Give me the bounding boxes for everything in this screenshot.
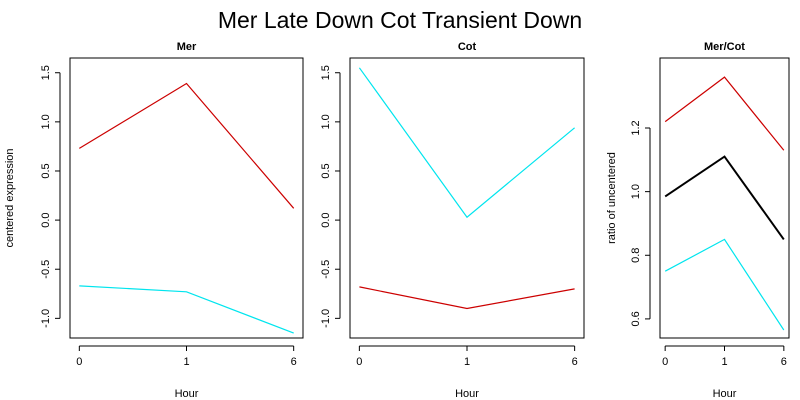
x-tick-label: 1 [721, 356, 727, 368]
y-tick-label: 1.5 [40, 65, 52, 80]
series-line-2 [79, 285, 294, 334]
x-axis-label: Hour [175, 388, 199, 400]
series-line-2 [664, 155, 785, 240]
panel-1: Mer 1.5 1.0 0.5 0.0 -0.5 -1.0 0 1 6 Hour centered e… [4, 41, 304, 400]
x-tick-label: 6 [781, 356, 787, 368]
x-tick-label: 6 [291, 356, 297, 368]
x-tick-label: 0 [356, 356, 362, 368]
x-axis-label: Hour [713, 388, 737, 400]
plot-frame [349, 57, 585, 339]
y-tick-label: 1.0 [40, 114, 52, 129]
y-tick-label: -1.0 [320, 309, 332, 328]
series-line-1 [78, 82, 295, 209]
y-tick-label: 1.2 [630, 120, 642, 135]
y-tick-label: -0.5 [40, 260, 52, 279]
y-tick-label: -1.0 [40, 309, 52, 328]
series-line-1 [358, 67, 575, 219]
y-tick-label: 1.0 [320, 114, 332, 129]
panel-2: Cot 1.5 1.0 0.5 0.0 -0.5 -1.0 0 1 6 Hour [320, 41, 585, 400]
panel-title: Mer/Cot [704, 41, 745, 53]
y-tick-label: 1.0 [630, 184, 642, 199]
x-tick-label: 6 [572, 356, 578, 368]
panel-3: Mer/Cot 1.2 1.0 0.8 0.6 0 1 6 Hour ratio of uncen… [606, 41, 790, 400]
y-axis-label: centered expression [4, 148, 16, 247]
x-tick-label: 0 [76, 356, 82, 368]
y-tick-label: 0.0 [320, 212, 332, 227]
figure-title: Mer Late Down Cot Transient Down [218, 7, 582, 33]
x-tick-label: 1 [464, 356, 470, 368]
y-axis-label: ratio of uncentered [606, 152, 618, 244]
x-axis-label: Hour [455, 388, 479, 400]
panel-title: Mer [177, 41, 197, 53]
panel-title: Cot [458, 41, 477, 53]
y-tick-label: 0.0 [40, 212, 52, 227]
x-tick-label: 1 [183, 356, 189, 368]
plot-frame [659, 57, 790, 339]
y-tick-label: 0.6 [630, 311, 642, 326]
y-tick-label: 0.5 [40, 163, 52, 178]
y-tick-label: 1.5 [320, 65, 332, 80]
plot-frame [69, 57, 304, 339]
panels: Mer 1.5 1.0 0.5 0.0 -0.5 -1.0 0 1 6 Hour centered e… [4, 41, 790, 400]
y-tick-label: 0.8 [630, 248, 642, 263]
series-line-1 [664, 76, 785, 151]
series-line-2 [359, 286, 575, 310]
y-tick-label: -0.5 [320, 260, 332, 279]
x-tick-label: 0 [662, 356, 668, 368]
series-line-3 [664, 238, 785, 331]
y-tick-label: 0.5 [320, 163, 332, 178]
